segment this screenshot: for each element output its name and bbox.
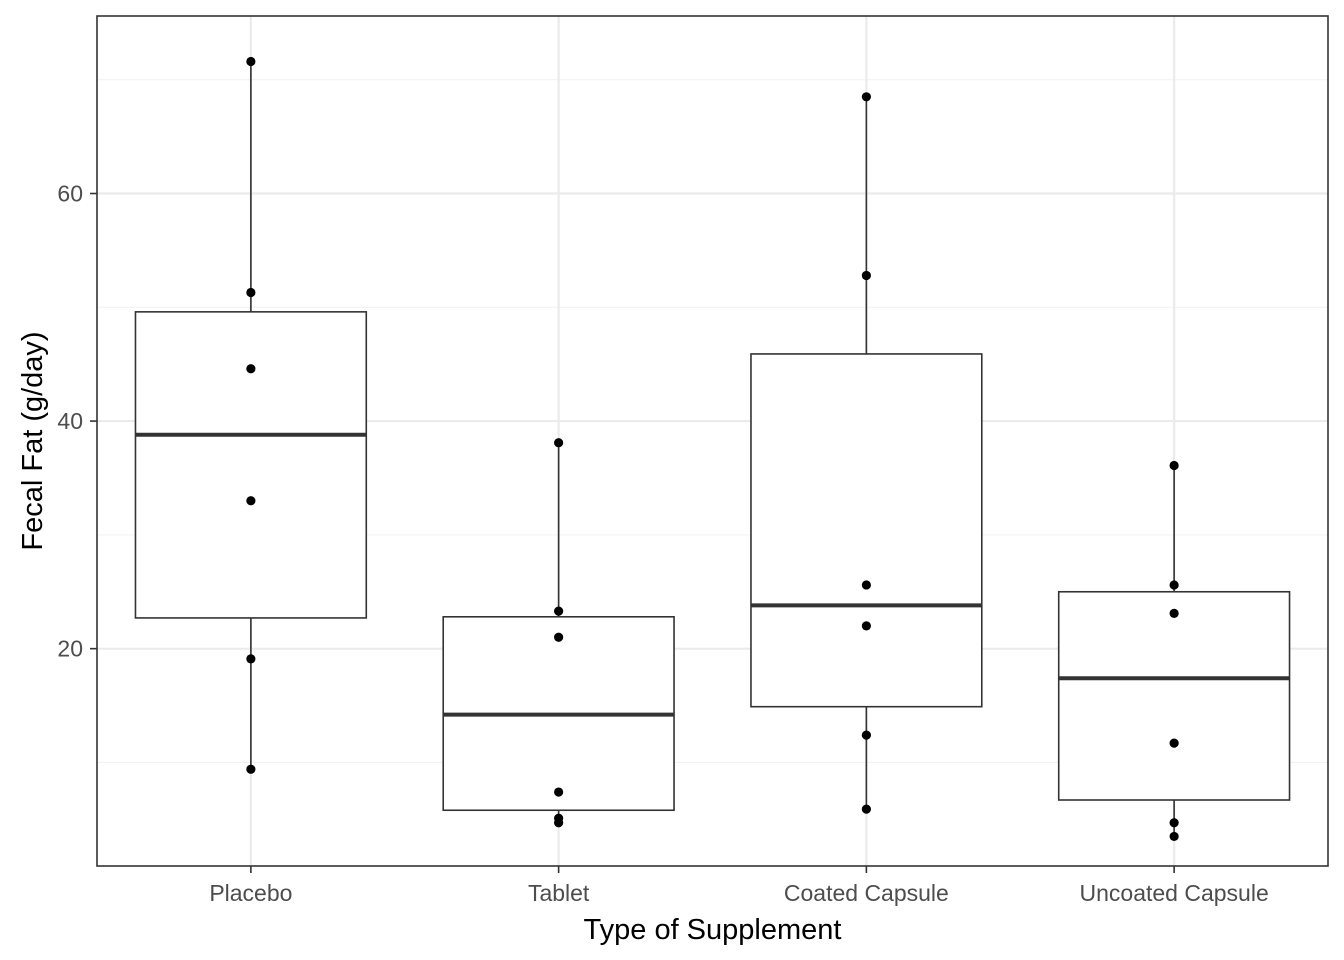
x-tick-label: Coated Capsule: [784, 880, 949, 906]
data-point: [1169, 738, 1179, 748]
data-point: [246, 364, 256, 374]
y-tick-label: 60: [57, 181, 83, 207]
data-point: [861, 621, 871, 631]
data-point: [1169, 831, 1179, 842]
box: [134, 311, 368, 619]
data-point: [1169, 608, 1179, 618]
whiskers: [250, 61, 1175, 837]
x-tick-label: Uncoated Capsule: [1080, 880, 1269, 906]
box: [1057, 590, 1291, 801]
y-tick-label: 20: [57, 636, 83, 662]
boxes: [134, 311, 1291, 812]
data-point: [554, 818, 564, 828]
data-point: [1169, 818, 1179, 828]
data-point: [246, 56, 256, 67]
y-tick-label: 40: [57, 408, 83, 434]
data-point: [246, 764, 256, 774]
data-point: [554, 606, 564, 616]
data-point: [861, 730, 871, 740]
data-point: [246, 287, 256, 298]
data-point: [246, 654, 256, 664]
data-point: [554, 438, 564, 448]
data-point: [861, 270, 871, 281]
box: [750, 353, 983, 708]
medians: [135, 432, 1290, 717]
y-axis-title: Fecal Fat (g/day): [17, 331, 49, 550]
data-points: [246, 56, 1179, 842]
x-axis-title: Type of Supplement: [584, 914, 842, 946]
data-point: [1169, 460, 1179, 471]
data-point: [861, 804, 871, 814]
x-tick-label: Tablet: [528, 880, 590, 906]
y-axis: 20 40 60: [57, 181, 97, 662]
data-point: [861, 92, 871, 102]
x-axis: Placebo Tablet Coated Capsule Uncoated Caps…: [209, 866, 1269, 906]
data-point: [861, 580, 871, 590]
data-point: [1169, 580, 1179, 590]
data-point: [554, 632, 564, 642]
data-point: [246, 496, 256, 506]
data-point: [554, 787, 564, 797]
panel-border: [96, 15, 1329, 867]
x-tick-label: Placebo: [209, 880, 292, 906]
